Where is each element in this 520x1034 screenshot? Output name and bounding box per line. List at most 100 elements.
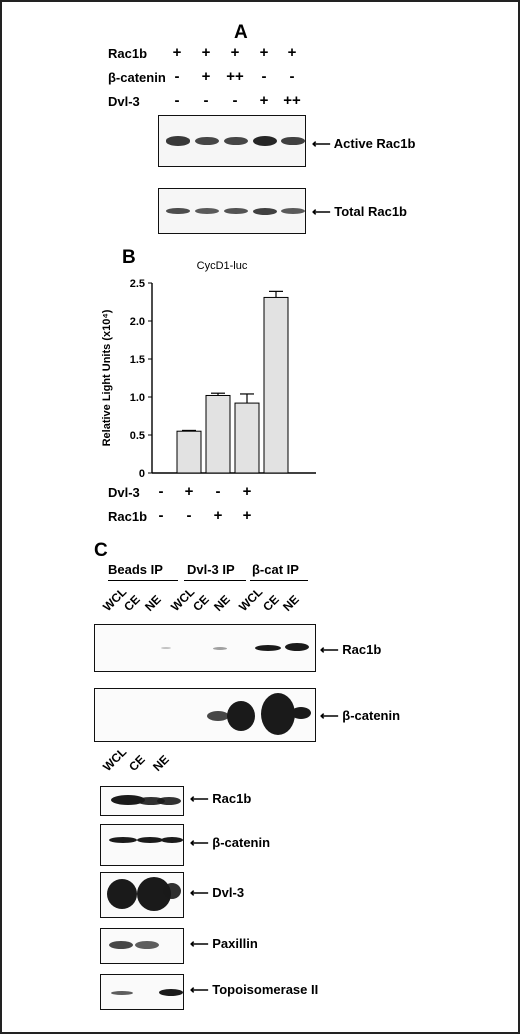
blot-ip-beta-catenin [94,688,316,742]
left-arrow-icon: ⟵ [190,835,209,850]
condition-sign: - [232,92,238,109]
band [255,645,281,651]
condition-sign: - [186,507,192,524]
left-arrow-icon: ⟵ [190,885,209,900]
condition-label-dvl3-b: Dvl-3 [108,485,140,500]
group-label-bcat-ip: β-cat IP [252,562,299,577]
band [157,797,181,805]
condition-label-beta-catenin: β-catenin [108,70,166,85]
condition-sign: + [259,44,269,61]
blot-input-1 [100,824,184,866]
band [161,837,183,843]
band [227,701,255,731]
y-tick-label: 2.0 [130,316,145,328]
y-tick-label: 1.0 [130,392,145,404]
band [281,136,305,146]
band [224,207,248,215]
blot-label-text: β-catenin [212,835,271,850]
chart-title: CycD1-luc [197,260,248,272]
band [163,883,181,899]
blot-label-total-rac1b: ⟵ Total Rac1b [312,204,407,219]
condition-label-dvl3: Dvl-3 [108,94,140,109]
blot-input-2 [100,872,184,918]
condition-label-rac1b-b: Rac1b [108,509,148,524]
blot-label-text: Dvl-3 [212,885,245,900]
condition-sign: - [203,92,209,109]
lane-label: CE [126,752,148,774]
left-arrow-icon: ⟵ [190,936,209,951]
band [166,207,190,215]
blot-label-active-rac1b: ⟵ Active Rac1b [312,136,416,151]
left-arrow-icon: ⟵ [320,642,339,657]
band [137,837,163,843]
left-arrow-icon: ⟵ [312,204,331,219]
condition-sign: + [213,507,223,524]
left-arrow-icon: ⟵ [190,791,209,806]
band [161,647,171,649]
blot-label-input: ⟵ Topoisomerase II [190,982,318,998]
band [291,707,311,719]
lane-label: WCL [100,744,130,774]
bar [234,402,260,474]
condition-sign: - [261,68,267,85]
panel-b-letter: B [122,247,136,268]
blot-input-3 [100,928,184,964]
blot-label-text: Rac1b [212,791,252,806]
condition-sign: ++ [226,68,244,85]
band [159,989,183,996]
condition-sign: + [242,483,252,500]
band [107,879,137,909]
left-arrow-icon: ⟵ [312,136,331,151]
panel-a-letter: A [234,22,248,43]
band [253,207,277,215]
y-tick-label: 0 [139,468,145,480]
condition-sign: + [230,44,240,61]
condition-sign: - [215,483,221,500]
band [213,647,227,650]
blot-label-input: ⟵ Dvl-3 [190,885,244,901]
condition-sign: + [259,92,269,109]
blot-label-input: ⟵ β-catenin [190,835,270,851]
band [207,711,229,721]
blot-label-input: ⟵ Rac1b [190,791,251,807]
bar [176,430,202,474]
group-label-beads-ip: Beads IP [108,562,163,577]
band [285,643,309,651]
y-axis-label: Relative Light Units (x10⁴) [101,309,113,446]
band [195,136,219,146]
condition-sign: + [242,507,252,524]
blot-total-rac1b [158,188,306,234]
blot-input-0 [100,786,184,816]
y-tick-label: 1.5 [130,354,145,366]
band [253,136,277,146]
band [135,941,159,949]
lane-label: NE [211,592,233,614]
band [166,136,190,146]
blot-label-text: Topoisomerase II [212,982,319,997]
group-underline-dvl3 [184,580,246,581]
condition-label-rac1b: Rac1b [108,46,148,61]
condition-sign: + [201,68,211,85]
blot-input-4 [100,974,184,1010]
condition-sign: + [172,44,182,61]
lane-label: NE [142,592,164,614]
blot-ip-rac1b [94,624,316,672]
y-tick-label: 0.5 [130,430,145,442]
bar [205,394,231,474]
lane-label: WCL [236,584,266,614]
blot-label-ip-beta-catenin: ⟵ β-catenin [320,708,401,723]
condition-sign: ++ [283,92,301,109]
condition-sign: - [174,68,180,85]
condition-sign: + [287,44,297,61]
condition-sign: - [158,507,164,524]
band [109,941,133,949]
band [281,208,305,214]
condition-sign: - [289,68,295,85]
lane-label: NE [150,752,172,774]
y-tick-label: 2.5 [130,278,145,290]
band [111,795,145,805]
condition-sign: + [184,483,194,500]
blot-label-ip-rac1b: ⟵ Rac1b [320,642,382,657]
group-underline-beads [108,580,178,581]
band [224,136,248,146]
